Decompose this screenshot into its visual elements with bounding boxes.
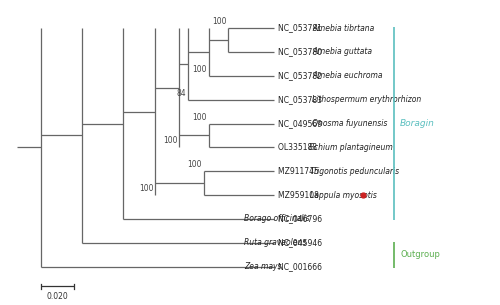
Text: 100: 100 (164, 136, 178, 145)
Text: Echium plantagineum: Echium plantagineum (308, 143, 392, 152)
Text: Arnebia guttata: Arnebia guttata (312, 47, 372, 56)
Text: OL335188: OL335188 (278, 143, 320, 152)
Text: NC_001666: NC_001666 (278, 262, 325, 271)
Text: MZ911745: MZ911745 (278, 167, 322, 176)
Text: Arnebia tibrtana: Arnebia tibrtana (312, 23, 374, 33)
Text: 100: 100 (192, 113, 207, 122)
Text: NC_053780: NC_053780 (278, 47, 325, 56)
Text: NC_053782: NC_053782 (278, 71, 324, 80)
Text: MZ959108: MZ959108 (278, 191, 322, 200)
Text: Arnebia euchroma: Arnebia euchroma (312, 71, 382, 80)
Text: Lappula myosotis: Lappula myosotis (310, 191, 376, 200)
Text: 100: 100 (192, 65, 207, 74)
Text: Ruta graveolens: Ruta graveolens (244, 239, 307, 247)
Text: 84: 84 (176, 89, 186, 98)
Text: NC_053783: NC_053783 (278, 95, 325, 104)
Text: NC_046796: NC_046796 (278, 214, 325, 224)
Text: Lithospermum erythrorhizon: Lithospermum erythrorhizon (312, 95, 422, 104)
Text: NC_045946: NC_045946 (278, 239, 325, 247)
Text: Boragin: Boragin (400, 119, 435, 128)
Text: NC_053781: NC_053781 (278, 23, 324, 33)
Text: 100: 100 (212, 17, 226, 26)
Text: 100: 100 (139, 184, 154, 193)
Text: Borago officinalis: Borago officinalis (244, 214, 310, 224)
Text: Trigonotis peduncularis: Trigonotis peduncularis (310, 167, 399, 176)
Text: Zea mays: Zea mays (244, 262, 282, 271)
Text: 0.020: 0.020 (47, 292, 68, 300)
Text: 100: 100 (188, 160, 202, 169)
Text: Outgroup: Outgroup (400, 250, 440, 259)
Text: Onosma fuyunensis: Onosma fuyunensis (312, 119, 388, 128)
Text: NC_049569: NC_049569 (278, 119, 325, 128)
